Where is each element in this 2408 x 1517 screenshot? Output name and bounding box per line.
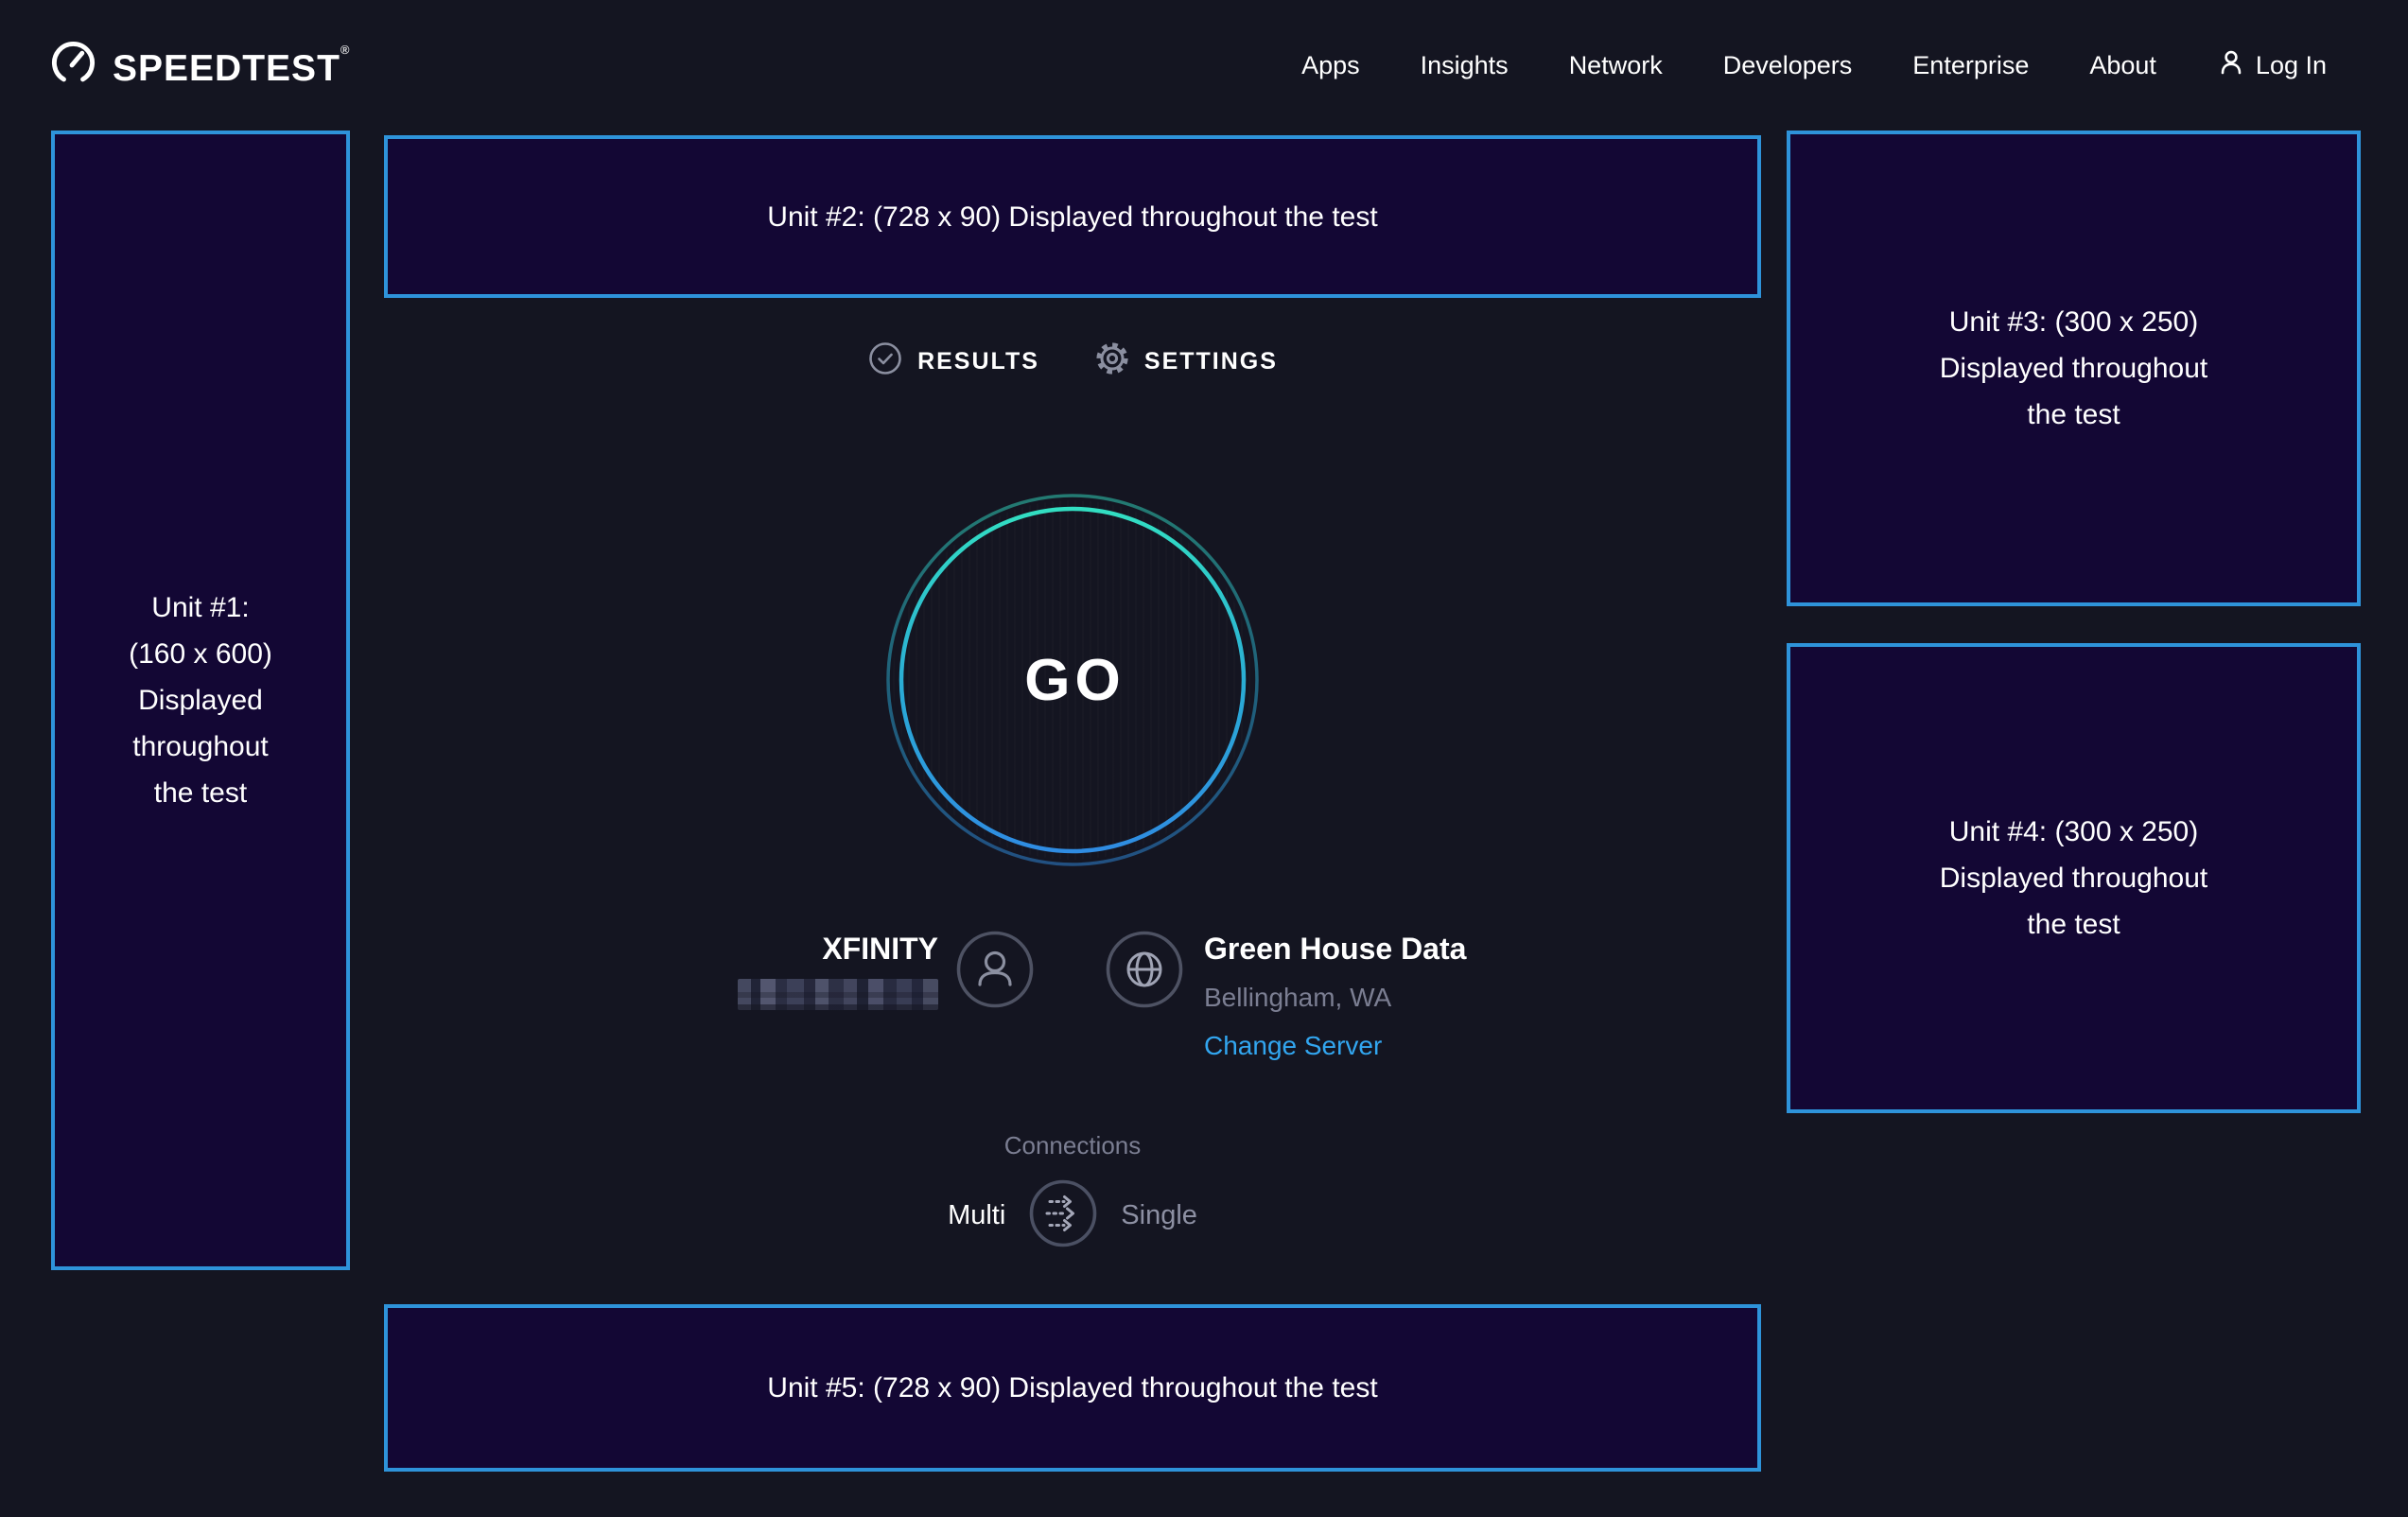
top-nav-bar: SPEEDTEST® Apps Insights Network Develop… [0,0,2408,131]
ad-unit-3-text: Unit #3: (300 x 250) Displayed throughou… [1939,306,2208,430]
login-label: Log In [2255,50,2327,79]
isp-name[interactable]: XFINITY [822,932,938,966]
server-location: Bellingham, WA [1204,983,1392,1012]
ad-unit-1[interactable]: Unit #1: (160 x 600) Displayed throughou… [51,131,350,1270]
tab-results[interactable]: RESULTS [867,340,1039,383]
nav-item-apps[interactable]: Apps [1301,50,1360,79]
nav-item-enterprise[interactable]: Enterprise [1912,50,2030,79]
trademark-symbol: ® [340,43,350,57]
speedtest-main: RESULTS SETTINGS [384,0,1761,1517]
ad-unit-5[interactable]: Unit #5: (728 x 90) Displayed throughout… [384,1304,1761,1472]
gauge-icon [51,41,96,90]
nav-item-network[interactable]: Network [1568,50,1663,79]
server-block: Green House Data Bellingham, WA Change S… [1106,931,1466,1061]
tab-results-label: RESULTS [917,348,1039,375]
nav-item-developers[interactable]: Developers [1722,50,1853,79]
ad-unit-5-text: Unit #5: (728 x 90) Displayed throughout… [767,1372,1378,1404]
main-nav: Apps Insights Network Developers Enterpr… [1301,48,2327,83]
ad-unit-4-text: Unit #4: (300 x 250) Displayed throughou… [1939,816,2208,940]
user-icon [2217,48,2245,83]
server-name: Green House Data [1204,932,1467,966]
nav-item-about[interactable]: About [2089,50,2156,79]
tabs-row: RESULTS SETTINGS [384,340,1761,383]
speedtest-logo[interactable]: SPEEDTEST® [51,41,349,90]
tab-settings[interactable]: SETTINGS [1094,340,1278,383]
person-circle-icon [956,931,1034,1013]
connections-row: Multi Single [384,1178,1761,1253]
connection-mode-toggle[interactable] [1028,1178,1098,1253]
globe-circle-icon [1106,931,1183,1013]
censored-ip [738,979,938,1010]
ad-unit-3[interactable]: Unit #3: (300 x 250) Displayed throughou… [1787,131,2361,606]
single-label[interactable]: Single [1121,1200,1197,1230]
ad-unit-1-text: Unit #1: (160 x 600) Displayed throughou… [129,592,272,809]
isp-block: XFINITY [738,931,1034,1013]
go-label: GO [1024,647,1125,713]
tab-settings-label: SETTINGS [1143,348,1278,375]
ad-unit-2-text: Unit #2: (728 x 90) Displayed throughout… [767,201,1378,233]
login-button[interactable]: Log In [2217,48,2327,83]
connections-label: Connections [1003,1131,1142,1160]
ad-unit-2[interactable]: Unit #2: (728 x 90) Displayed throughout… [384,135,1761,298]
ad-unit-4[interactable]: Unit #4: (300 x 250) Displayed throughou… [1787,643,2361,1113]
change-server-link[interactable]: Change Server [1204,1031,1383,1060]
multi-label[interactable]: Multi [948,1200,1006,1230]
nav-item-insights[interactable]: Insights [1420,50,1509,79]
go-button[interactable]: GO [883,491,1262,869]
gear-icon [1094,340,1130,383]
check-circle-icon [867,340,903,383]
brand-wordmark: SPEEDTEST® [113,43,350,89]
